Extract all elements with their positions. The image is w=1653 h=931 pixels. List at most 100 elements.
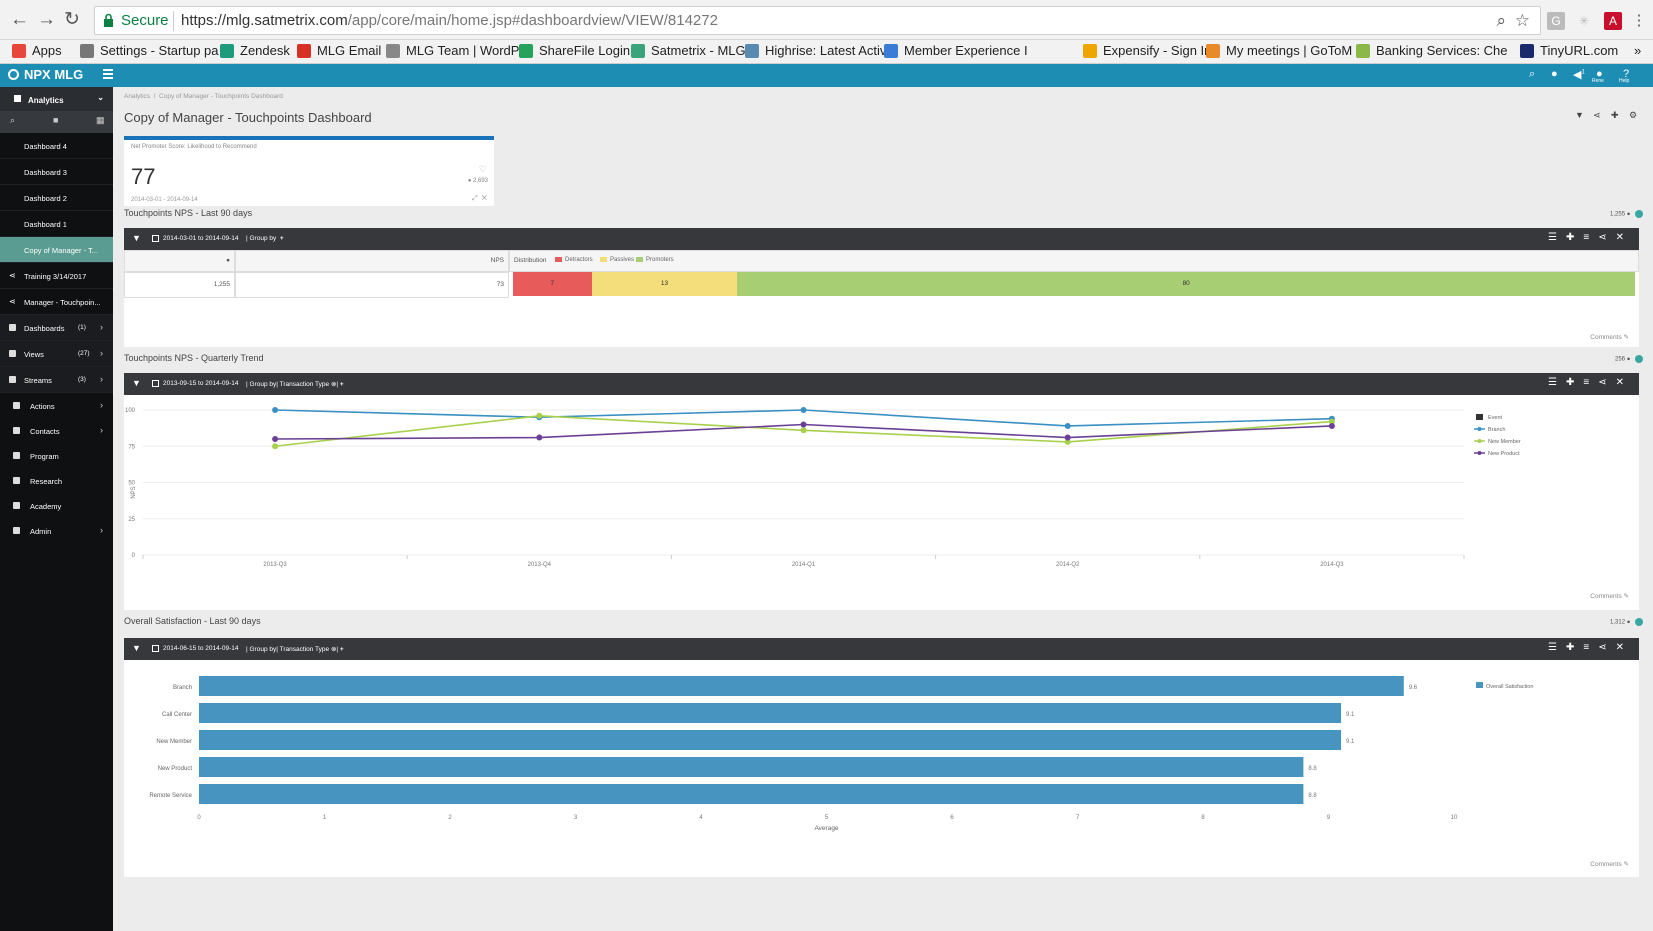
nps-kpi-tile[interactable]: Net Promoter Score: Likelihood to Recomm… — [124, 136, 494, 206]
pin-icon[interactable]: ✚ — [1565, 642, 1584, 653]
pdf-extension-icon[interactable]: A — [1604, 12, 1622, 30]
sidebar-section[interactable]: Dashboards (1) › — [0, 315, 113, 341]
bookmark-icon — [386, 43, 400, 58]
menu-toggle-icon[interactable] — [103, 69, 113, 79]
sidebar-nav-item[interactable]: Admin › — [0, 518, 113, 543]
sidebar-item-dashboard[interactable]: Dashboard 3 — [0, 159, 113, 185]
list-icon[interactable]: ☰ — [1548, 232, 1566, 243]
sidebar-nav-item[interactable]: Contacts › — [0, 418, 113, 443]
star-icon[interactable]: ☆ — [1514, 11, 1530, 30]
expand-icon[interactable]: ⤢ — [472, 195, 478, 202]
pin-icon[interactable]: ✚ — [1565, 377, 1584, 388]
sidebar-item-dashboard[interactable]: ⋖ Training 3/14/2017 — [0, 263, 113, 289]
date-range-trend[interactable]: 2013-09-15 to 2014-09-14 — [152, 380, 239, 387]
bookmark-item[interactable]: Settings - Startup pa — [80, 43, 219, 58]
extension-g-icon[interactable]: G — [1547, 12, 1565, 30]
help-icon[interactable]: ? Help — [1619, 68, 1630, 84]
back-icon[interactable]: ← — [10, 9, 29, 30]
settings-icon[interactable]: ⚙ — [1629, 110, 1638, 120]
distribution-segment-passives[interactable]: 13 — [591, 272, 738, 296]
reload-icon[interactable]: ↻ — [64, 9, 80, 30]
add-dashboard-icon[interactable]: ▦ — [96, 115, 105, 125]
sidebar-item-dashboard[interactable]: Dashboard 4 — [0, 133, 113, 159]
bookmark-item[interactable]: Banking Services: Che — [1356, 43, 1508, 58]
close-icon[interactable]: ✕ — [1615, 642, 1633, 653]
sidebar-section[interactable]: Streams (3) › — [0, 367, 113, 393]
url-text[interactable]: https://mlg.satmetrix.com/app/core/main/… — [181, 12, 718, 29]
filter-icon[interactable]: ▼ — [132, 643, 141, 653]
list-icon[interactable]: ☰ — [1548, 377, 1566, 388]
bookmark-item[interactable]: Member Experience I — [884, 43, 1028, 58]
info-icon[interactable] — [1635, 355, 1643, 363]
groupby-trend[interactable]: | Group by| Transaction Type ⊗| + — [246, 381, 344, 388]
user-icon[interactable]: ● Rene — [1592, 68, 1604, 84]
share-icon[interactable]: ⋖ — [1598, 232, 1616, 243]
close-icon[interactable]: ✕ — [481, 195, 487, 202]
filter-icon[interactable]: ▼ — [132, 233, 141, 243]
search-icon[interactable]: ⌕ — [10, 115, 16, 125]
bookmark-item[interactable]: Satmetrix - MLG — [631, 43, 746, 58]
bookmark-label: MLG Email — [317, 43, 382, 58]
forward-icon[interactable]: → — [37, 9, 56, 30]
bookmarks-more-icon[interactable]: » — [1634, 43, 1642, 58]
sidebar-nav-item[interactable]: Actions › — [0, 393, 113, 418]
share-icon[interactable]: ⋖ — [1598, 642, 1616, 653]
sidebar-item-dashboard[interactable]: Dashboard 1 — [0, 211, 113, 237]
sidebar-item-dashboard[interactable]: Dashboard 2 — [0, 185, 113, 211]
bookmark-item[interactable]: My meetings | GoToM — [1206, 43, 1352, 58]
sidebar-analytics-header[interactable]: Analytics ⌄ — [0, 87, 113, 111]
folder-icon — [9, 324, 16, 331]
bookmark-item[interactable]: MLG Team | WordPre — [386, 43, 531, 58]
distribution-segment-promoters[interactable]: 80 — [737, 272, 1635, 296]
bookmark-item[interactable]: MLG Email — [297, 43, 381, 58]
list-icon[interactable]: ☰ — [1548, 642, 1566, 653]
search-icon[interactable]: ⌕ — [1529, 68, 1536, 80]
add-icon[interactable]: + — [339, 646, 344, 653]
groupby-satisfaction[interactable]: | Group by| Transaction Type ⊗| + — [246, 646, 344, 653]
bookmark-item[interactable]: Zendesk — [220, 43, 290, 58]
bookmark-item[interactable]: Highrise: Latest Activ — [745, 43, 886, 58]
groupby-nps[interactable]: | Group by + — [246, 235, 284, 242]
zoom-icon[interactable]: ⌕ — [1496, 11, 1506, 30]
chat-icon[interactable]: ● — [1551, 68, 1558, 80]
export-icon[interactable]: ≡ — [1583, 232, 1599, 243]
share-icon[interactable]: ⋖ — [1593, 110, 1601, 120]
export-icon[interactable]: ≡ — [1583, 377, 1599, 388]
comments-link[interactable]: Comments ✎ — [1590, 334, 1629, 341]
export-icon[interactable]: ≡ — [1583, 642, 1599, 653]
add-icon[interactable]: + — [339, 381, 344, 388]
extension-spark-icon[interactable]: ✳ — [1578, 14, 1590, 28]
breadcrumb-analytics[interactable]: Analytics — [124, 93, 151, 100]
close-icon[interactable]: ✕ — [1615, 232, 1633, 243]
sidebar-nav-item[interactable]: Program — [0, 443, 113, 468]
date-range-nps[interactable]: 2014-03-01 to 2014-09-14 — [152, 235, 239, 242]
bookmark-item[interactable]: Apps — [12, 43, 62, 58]
sidebar-section[interactable]: Views (27) › — [0, 341, 113, 367]
comments-link[interactable]: Comments ✎ — [1590, 861, 1629, 868]
share-icon[interactable]: ⋖ — [1598, 377, 1616, 388]
address-bar[interactable]: Secure https://mlg.satmetrix.com/app/cor… — [94, 6, 1541, 35]
sidebar-item-dashboard[interactable]: Copy of Manager - T... — [0, 237, 113, 263]
filter-icon[interactable]: ▼ — [1575, 110, 1584, 120]
sidebar-nav-item[interactable]: Academy — [0, 493, 113, 518]
bookmark-item[interactable]: TinyURL.com — [1520, 43, 1618, 58]
chrome-menu-icon[interactable]: ⋮ — [1631, 12, 1647, 29]
pin-icon[interactable]: ✚ — [1565, 232, 1584, 243]
sidebar-item-label: Copy of Manager - T... — [24, 246, 99, 255]
sidebar-item-dashboard[interactable]: ⋖ Manager - Touchpoin... — [0, 289, 113, 315]
filter-icon[interactable]: ▼ — [132, 378, 141, 388]
comments-link[interactable]: Comments ✎ — [1590, 593, 1629, 600]
sidebar-nav-item[interactable]: Research — [0, 468, 113, 493]
app-logo[interactable]: NPX MLG — [8, 67, 83, 82]
distribution-segment-detractors[interactable]: 7 — [513, 272, 592, 296]
info-icon[interactable] — [1635, 210, 1643, 218]
add-icon[interactable]: + — [279, 235, 284, 242]
close-icon[interactable]: ✕ — [1615, 377, 1633, 388]
bookmark-item[interactable]: Expensify - Sign In — [1083, 43, 1211, 58]
pin-icon[interactable]: ✚ — [1611, 110, 1619, 120]
bookmark-item[interactable]: ShareFile Login — [519, 43, 630, 58]
date-range-satisfaction[interactable]: 2014-06-15 to 2014-09-14 — [152, 645, 239, 652]
folder-icon[interactable]: ■ — [53, 115, 59, 125]
notification-icon[interactable]: ◀1 — [1573, 69, 1585, 81]
info-icon[interactable] — [1635, 618, 1643, 626]
